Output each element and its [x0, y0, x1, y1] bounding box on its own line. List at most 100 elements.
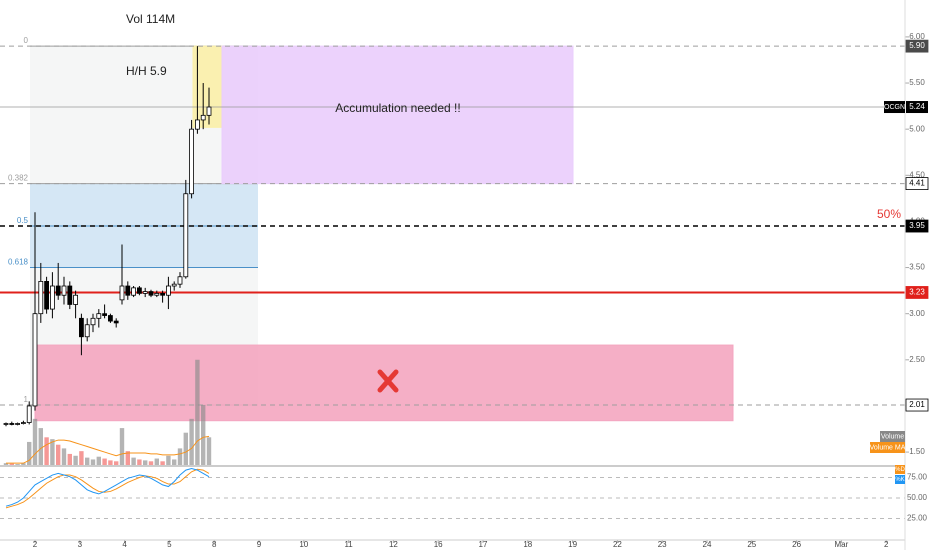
volume-bar: [166, 455, 171, 465]
stoch-tick-label: 25.00: [907, 514, 928, 523]
fib-label: 1: [24, 395, 29, 404]
x-tick-label: Mar: [835, 540, 849, 549]
price-tag: [906, 101, 928, 114]
candle-body: [44, 280, 49, 310]
candle-body: [183, 193, 189, 278]
cross-icon: [377, 369, 399, 393]
candle-body: [189, 128, 195, 195]
volume-bar: [119, 428, 125, 465]
volume-bar: [73, 455, 78, 465]
volume-bar: [154, 458, 159, 465]
x-tick-label: 23: [658, 540, 667, 549]
price-tag: [905, 39, 929, 53]
candle-body: [38, 280, 44, 315]
legend-label: %D: [895, 467, 905, 473]
candle-body: [26, 405, 32, 423]
volume-bar: [125, 451, 130, 465]
stoch-d-line: [5, 468, 210, 509]
candle-body: [90, 317, 96, 326]
x-tick-label: 3: [78, 540, 83, 549]
x-tick-label: 18: [523, 540, 532, 549]
volume-bar: [114, 461, 119, 465]
y-tick-label: 6.00: [909, 32, 925, 41]
volume-bar: [172, 459, 177, 465]
candle-body: [50, 285, 55, 310]
fib-label: 0.618: [8, 258, 29, 267]
candle-body: [108, 315, 113, 322]
y-tick-label: 4.50: [909, 170, 925, 179]
volume-bar: [183, 432, 188, 465]
candle-body: [67, 285, 73, 305]
fib-label: 0: [24, 36, 29, 45]
price-tag-label: 5.90: [909, 41, 925, 50]
volume-bar: [21, 463, 26, 465]
fib-half-note: 50%: [877, 207, 901, 221]
volume-bar: [38, 428, 43, 465]
candle-body: [148, 291, 154, 296]
x-tick-label: 8: [212, 540, 217, 549]
candle-body: [171, 283, 177, 287]
x-tick-label: 24: [703, 540, 712, 549]
volume-bar: [44, 437, 49, 465]
stoch-k-line: [5, 467, 210, 507]
x-tick-label: 4: [122, 540, 127, 549]
candle-body: [194, 119, 200, 130]
fib-label: 0.382: [8, 174, 29, 183]
volume-bar: [177, 448, 183, 465]
volume-bar: [50, 439, 55, 465]
price-tag-label: 4.41: [909, 179, 925, 188]
y-tick-label: 3.50: [909, 263, 925, 272]
volume-bar: [32, 418, 38, 465]
candle-body: [20, 422, 26, 424]
y-tick-label: 5.00: [909, 124, 925, 133]
y-tick-label: 1.50: [909, 447, 925, 456]
tags-layer: 0 0.382 0.5 0.618 1 5.90 4.41 3.95 3.23 2.01 5.24 O…: [8, 36, 929, 484]
volume-bar: [85, 457, 90, 465]
legend-tag: [880, 431, 905, 442]
volume-bar: [131, 457, 136, 465]
candle-body: [119, 285, 125, 301]
volume-bar: [3, 463, 9, 465]
volume-bar: [148, 461, 154, 465]
plot-layer: 6.005.505.004.504.003.503.002.502.001.50…: [0, 32, 928, 549]
price-tag: [905, 219, 929, 233]
candle-body: [15, 423, 21, 425]
symbol-tag: [884, 101, 905, 114]
volume-bar: [189, 418, 194, 465]
volume-bar: [143, 460, 148, 465]
price-tag-label: 2.01: [909, 400, 925, 409]
x-tick-label: 19: [568, 540, 577, 549]
candle-body: [136, 287, 142, 294]
price-tag-label: 3.95: [909, 221, 925, 230]
candle-body: [55, 285, 61, 296]
x-tick-label: 22: [613, 540, 622, 549]
x-tick-label: 26: [792, 540, 801, 549]
candle-body: [96, 313, 102, 319]
candle-body: [206, 106, 212, 116]
legend-label: Volume: [881, 433, 904, 440]
candle-body: [177, 276, 183, 285]
candle-body: [102, 313, 107, 316]
volume-bar: [56, 444, 61, 465]
stoch-tick-label: 50.00: [907, 493, 928, 502]
volume-bar: [137, 459, 142, 465]
price-tag: [905, 286, 929, 299]
volume-bar: [160, 461, 165, 465]
x-tick-label: 2: [33, 540, 38, 549]
volume-bar: [102, 458, 107, 465]
volume-bar: [15, 464, 20, 465]
volume-note: Vol 114M: [126, 12, 175, 26]
volume-bar: [96, 456, 101, 465]
fib-label: 0.5: [17, 216, 29, 225]
volume-bar: [61, 448, 67, 465]
x-tick-label: 16: [434, 540, 443, 549]
candle-body: [131, 287, 137, 296]
x-tick-label: 17: [479, 540, 488, 549]
x-tick-label: 10: [299, 540, 308, 549]
candle-body: [79, 317, 84, 338]
y-tick-label: 3.00: [909, 309, 925, 318]
price-tag-label: 3.23: [909, 288, 925, 297]
x-tick-label: 25: [747, 540, 756, 549]
volume-bar: [27, 441, 32, 465]
